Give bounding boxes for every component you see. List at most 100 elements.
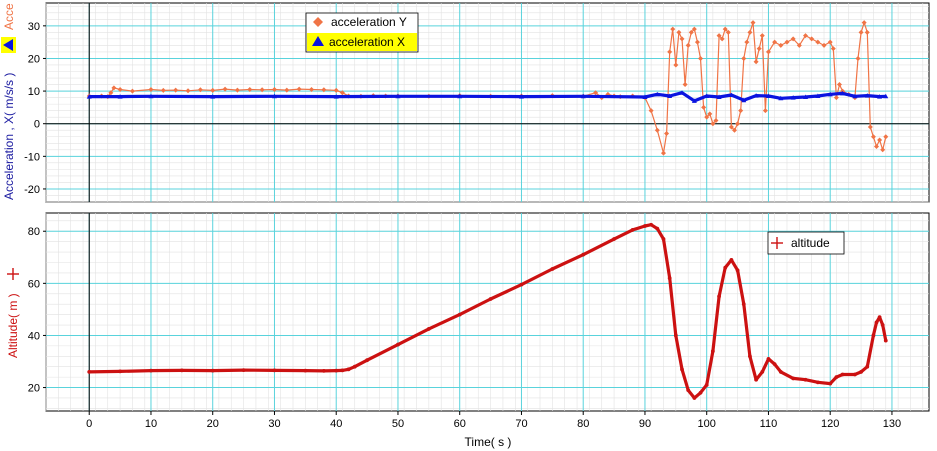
altitude-axis-marker-icon[interactable] bbox=[7, 268, 19, 280]
data-point bbox=[753, 93, 759, 98]
data-point bbox=[870, 134, 876, 140]
data-point bbox=[877, 137, 883, 143]
y-tick-label: 30 bbox=[28, 21, 40, 33]
data-point bbox=[691, 98, 697, 103]
data-point bbox=[748, 354, 752, 359]
data-point bbox=[210, 94, 216, 99]
x-tick-label: 60 bbox=[454, 418, 466, 430]
data-point bbox=[117, 86, 123, 92]
x-tick-label: 120 bbox=[821, 418, 839, 430]
data-point bbox=[716, 33, 722, 39]
axis-selector-icon[interactable] bbox=[1, 37, 16, 53]
data-point bbox=[778, 370, 783, 374]
data-point bbox=[877, 94, 883, 99]
data-point bbox=[883, 93, 889, 99]
data-point bbox=[686, 388, 691, 393]
data-point bbox=[723, 265, 728, 270]
altitude-legend-marker bbox=[771, 237, 783, 249]
data-point bbox=[790, 95, 796, 100]
data-point bbox=[309, 86, 315, 92]
data-point bbox=[778, 95, 784, 101]
data-point bbox=[643, 224, 647, 228]
data-point bbox=[149, 368, 153, 373]
data-point bbox=[867, 124, 873, 130]
data-point bbox=[815, 39, 821, 45]
data-point bbox=[87, 370, 92, 374]
top-legend[interactable]: acceleration Y acceleration X bbox=[305, 12, 419, 53]
data-point bbox=[796, 42, 802, 48]
data-point bbox=[754, 377, 759, 382]
data-point bbox=[729, 257, 734, 262]
data-point bbox=[735, 121, 741, 127]
x-axis-tick-labels: 0 10 20 30 40 50 60 70 80 90 100 110 120 130 bbox=[86, 411, 901, 430]
data-point bbox=[271, 93, 277, 99]
data-point bbox=[861, 20, 867, 26]
data-point bbox=[284, 87, 290, 93]
data-point bbox=[735, 268, 740, 273]
data-point bbox=[222, 86, 228, 92]
data-point bbox=[815, 93, 821, 98]
data-point bbox=[488, 297, 493, 301]
data-point bbox=[728, 124, 734, 130]
y-tick-label: 20 bbox=[28, 383, 40, 395]
data-point bbox=[753, 59, 759, 65]
data-point bbox=[673, 333, 678, 338]
data-point bbox=[108, 90, 114, 96]
x-tick-label: 20 bbox=[207, 418, 219, 430]
data-point bbox=[688, 29, 694, 35]
data-point bbox=[716, 94, 722, 99]
data-point bbox=[778, 42, 784, 48]
data-point bbox=[660, 150, 666, 156]
data-point bbox=[679, 36, 685, 42]
data-point bbox=[803, 377, 808, 382]
x-tick-label: 110 bbox=[760, 418, 778, 430]
data-point bbox=[648, 108, 654, 114]
bottom-y-tick-labels: 20 40 60 80 bbox=[28, 226, 46, 395]
data-point bbox=[741, 55, 747, 61]
y-tick-label: 60 bbox=[28, 278, 40, 290]
y-tick-label: 80 bbox=[28, 226, 40, 238]
data-point bbox=[649, 222, 654, 227]
legend-altitude: altitude bbox=[791, 236, 830, 250]
data-point bbox=[654, 91, 660, 97]
bottom-plot-panel[interactable]: 20 40 60 80 altitude Altitude( m ) bbox=[6, 212, 930, 412]
data-point bbox=[667, 276, 672, 281]
data-point bbox=[759, 33, 765, 39]
data-point bbox=[765, 93, 771, 98]
x-tick-label: 80 bbox=[577, 418, 589, 430]
acceleration-y-legend-marker bbox=[313, 17, 323, 27]
data-point bbox=[333, 94, 339, 99]
data-point bbox=[827, 39, 833, 45]
data-point bbox=[710, 349, 715, 353]
y-tick-label: 20 bbox=[28, 53, 40, 65]
data-point bbox=[713, 117, 719, 123]
data-point bbox=[518, 94, 524, 99]
acceleration-x-legend-marker bbox=[312, 36, 324, 46]
top-plot-panel[interactable]: -20 -10 0 10 20 30 acceleration Y acceleratio… bbox=[1, 2, 930, 203]
data-point bbox=[259, 87, 265, 93]
data-point bbox=[334, 368, 339, 373]
data-point bbox=[210, 368, 215, 373]
data-point bbox=[859, 370, 863, 374]
data-point bbox=[210, 87, 216, 93]
data-point bbox=[580, 93, 586, 99]
data-point bbox=[86, 94, 92, 99]
acceleration-y-axis-title: Acce bbox=[2, 3, 16, 30]
data-point bbox=[704, 93, 710, 98]
data-point bbox=[395, 93, 401, 99]
data-point bbox=[694, 39, 700, 45]
data-point bbox=[784, 39, 790, 45]
data-point bbox=[747, 29, 753, 35]
data-point bbox=[612, 237, 616, 241]
data-point bbox=[667, 93, 673, 98]
bottom-legend[interactable]: altitude bbox=[767, 231, 845, 255]
data-point bbox=[593, 90, 599, 96]
data-point bbox=[772, 39, 778, 45]
data-point bbox=[710, 121, 716, 127]
data-point bbox=[654, 127, 660, 133]
data-point bbox=[836, 82, 842, 88]
data-point bbox=[765, 49, 771, 55]
x-tick-label: 70 bbox=[515, 418, 527, 430]
data-point bbox=[744, 39, 750, 45]
data-point bbox=[197, 87, 203, 93]
